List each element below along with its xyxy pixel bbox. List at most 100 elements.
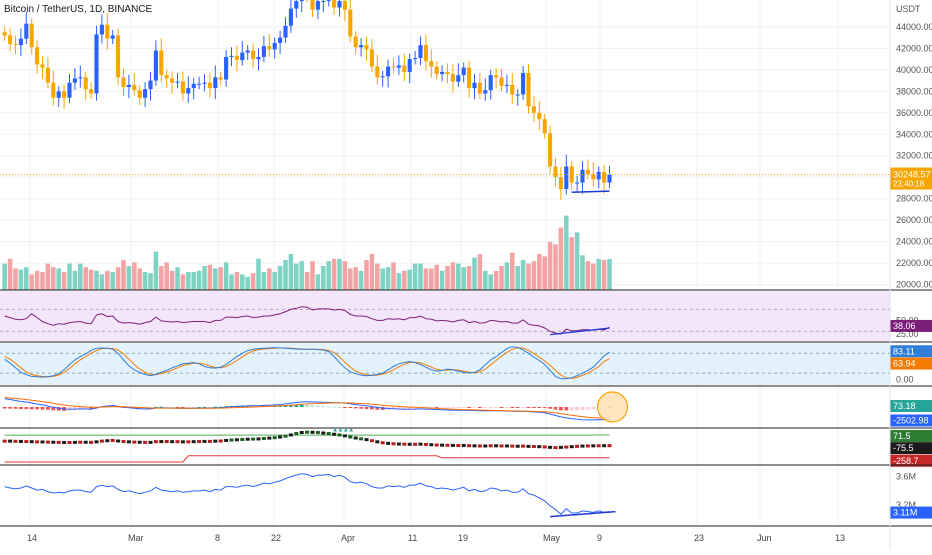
oscillator-mark [559,446,563,449]
volume-bar [56,268,61,290]
volume-bar [272,272,277,290]
macd-histogram-bar [548,407,552,409]
candle-body [246,50,250,52]
oscillator-mark [165,440,169,443]
oscillator-mark [89,441,93,444]
volume-bar [397,273,402,290]
volume-bar [370,254,375,290]
oscillator-mark [95,440,99,443]
candle-body [553,166,557,177]
candle-body [402,66,406,72]
countdown-label: 23:40:18 [893,180,925,189]
candle-body [327,0,331,1]
candle-body [532,106,536,112]
candle-body [170,78,174,82]
macd-histogram-bar [586,407,590,410]
oscillator-mark [359,437,363,440]
volume-bar [62,272,67,290]
oscillator-mark [68,441,72,444]
volume-bar [488,274,493,290]
macd-histogram-bar [494,407,498,408]
volume-bar [402,271,407,290]
macd-histogram-bar [338,407,342,408]
candle-body [229,56,233,57]
stoch-d-value: 63.94 [893,359,916,369]
macd-histogram-bar [300,405,304,407]
volume-bar [602,260,607,290]
candle-body [516,95,520,96]
oscillator-lower-line [5,456,610,462]
volume-bar [569,237,574,290]
oscillator-mark [505,444,509,447]
price-tick-label: 36000.00 [896,108,932,118]
candle-body [467,68,471,88]
candle-body [13,44,17,45]
oscillator-mark [494,444,498,447]
oscillator-mark [203,440,207,443]
oscillator-mark [446,444,450,447]
candle-body [337,1,341,7]
oscillator-mark [327,432,331,435]
oscillator-mark [338,433,342,436]
volume-bar [526,264,531,290]
candle-body [100,25,104,35]
oscillator-mark [397,443,401,446]
candle-body [321,1,325,2]
oscillator-mark [365,438,369,441]
volume-bar [46,264,51,290]
candle-body [300,0,304,1]
candle-body [408,59,412,72]
volume-bar [575,232,580,290]
candle-body [24,24,28,39]
volume-bar [321,266,326,290]
volume-bar [348,268,353,290]
oscillator-mark [570,445,574,448]
candle-body [94,34,98,93]
oscillator-mark [354,436,358,439]
macd-histogram-bar [554,407,558,410]
macd-histogram-bar [564,407,568,410]
price-tick-label: 44000.00 [896,22,932,32]
volume-bar [89,270,94,290]
macd-histogram-bar [489,407,493,408]
candle-body [213,77,217,88]
volume-bar [2,264,7,290]
oscillator-mark [521,445,525,448]
volume-bar [40,272,45,290]
candle-body [526,73,530,106]
candle-body [62,91,66,97]
candle-body [51,83,55,98]
oscillator-mark [8,440,12,443]
oscillator-mark [57,441,61,444]
candle-body [440,72,444,74]
oscillator-mark [500,444,504,447]
volume-bar [67,264,72,290]
oscillator-mark [51,441,55,444]
macd-histogram-bar [354,407,358,408]
candle-body [219,77,223,79]
price-tick-label: 28000.00 [896,194,932,204]
oscillator-mark [548,446,552,449]
volume-bar [202,266,207,290]
candle-body [235,56,239,60]
candle-body [289,9,293,26]
candle-body [537,113,541,119]
oscillator-mark [321,432,325,435]
volume-bar [83,267,88,290]
volume-bar [154,252,159,290]
oscillator-value-c: -258.7 [893,456,919,466]
oscillator-mark [586,444,590,447]
oscillator-mark [608,444,612,447]
candle-body [3,32,7,35]
macd-histogram-bar [591,407,595,409]
oscillator-mark [284,435,288,438]
volume-bar [289,254,294,290]
oscillator-mark [257,437,261,440]
rsi-value: 38.06 [893,321,916,331]
macd-histogram-bar [575,407,579,410]
volume-bar [224,262,229,290]
macd-histogram-bar [30,407,34,409]
candle-body [451,74,455,82]
